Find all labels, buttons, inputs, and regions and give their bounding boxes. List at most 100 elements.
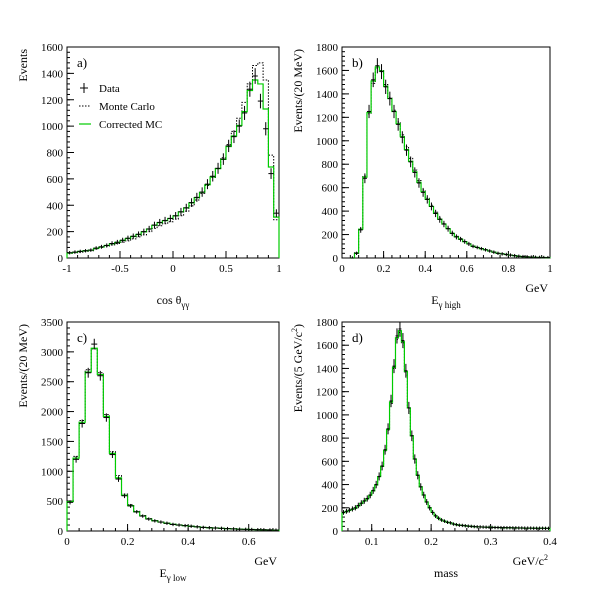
- data-point: [377, 472, 381, 481]
- y-tick-label: 500: [47, 496, 64, 508]
- y-tick-label: 2500: [41, 377, 64, 389]
- data-point: [400, 131, 405, 144]
- data-point: [496, 525, 500, 530]
- data-point: [475, 525, 479, 529]
- data-point: [526, 526, 530, 530]
- plot-frame: [66, 46, 280, 259]
- data-point: [103, 413, 110, 422]
- data-point: [466, 241, 471, 246]
- data-point: [248, 527, 255, 531]
- data-point: [434, 513, 438, 519]
- panel-3: 0 500 1000 1500 2000 2500 3000 3500 0 0.2 0.4 0.6 c)…: [16, 317, 280, 583]
- data-point: [425, 499, 429, 505]
- x-tick-label: 0.1: [365, 536, 379, 548]
- data-point: [483, 248, 488, 252]
- data-point: [408, 156, 413, 168]
- x-tick-label: 0.4: [418, 263, 432, 275]
- y-tick-label: 1200: [41, 95, 64, 107]
- data-point: [183, 203, 189, 213]
- data-point: [466, 524, 470, 528]
- data-point: [162, 216, 168, 224]
- data-point: [358, 226, 363, 233]
- y-tick-label: 200: [322, 503, 339, 515]
- data-point: [433, 209, 438, 218]
- data-point: [93, 246, 99, 250]
- data-point: [429, 202, 434, 211]
- data-point: [383, 79, 388, 95]
- x-tick-label: 0.2: [121, 536, 135, 548]
- data-point: [199, 187, 205, 197]
- data-point: [135, 231, 142, 238]
- data-point: [517, 526, 521, 530]
- data-point: [176, 523, 183, 527]
- data-point: [356, 502, 360, 509]
- data-point: [446, 520, 449, 524]
- panel-label: d): [352, 330, 363, 345]
- y-tick-label: 2000: [41, 407, 64, 419]
- data-point: [242, 527, 249, 531]
- data-point: [401, 333, 405, 349]
- data-point: [511, 526, 515, 530]
- x-tick-label: 0.8: [502, 263, 516, 275]
- data-point: [342, 510, 345, 515]
- data-point: [151, 221, 158, 229]
- data-point: [395, 328, 399, 344]
- data-point: [97, 370, 104, 381]
- data-point: [500, 252, 505, 256]
- data-point: [353, 505, 357, 511]
- data-point: [523, 526, 527, 530]
- data-point: [266, 528, 273, 531]
- data-point: [441, 220, 446, 228]
- data-point: [130, 233, 136, 239]
- data-point: [460, 523, 464, 528]
- data-point: [407, 401, 411, 414]
- y-tick-label: 0: [333, 253, 339, 265]
- data-point: [547, 526, 550, 531]
- data-point: [362, 173, 367, 184]
- y-axis-title: Events/(20 MeV): [291, 49, 305, 133]
- x-axis-unit: GeV/c2: [513, 553, 548, 568]
- data-point: [163, 521, 170, 525]
- data-point: [247, 81, 253, 97]
- data-point: [479, 246, 484, 251]
- y-tick-label: 1200: [316, 387, 339, 399]
- data-point: [383, 444, 387, 455]
- data-point: [121, 493, 128, 499]
- x-tick-label: 0.6: [242, 536, 256, 548]
- data-point: [484, 525, 488, 529]
- data-point: [398, 322, 402, 337]
- data-point: [469, 524, 473, 529]
- data-point: [505, 526, 509, 530]
- data-point: [273, 209, 279, 218]
- data-point: [470, 244, 476, 249]
- data-point: [529, 255, 534, 258]
- data-point: [85, 367, 92, 378]
- data-point: [157, 218, 163, 226]
- y-tick-label: 0: [58, 253, 64, 265]
- data-point: [428, 505, 432, 511]
- y-tick-label: 400: [47, 200, 64, 212]
- data-point: [114, 239, 120, 245]
- y-tick-label: 800: [322, 433, 339, 445]
- data-point: [104, 243, 110, 248]
- data-point: [151, 519, 158, 523]
- panel-label: c): [77, 330, 87, 345]
- y-tick-label: 600: [322, 456, 339, 468]
- data-point: [98, 244, 105, 249]
- y-tick-label: 3500: [41, 317, 64, 329]
- data-point: [520, 254, 526, 258]
- data-point: [416, 178, 422, 188]
- data-point: [544, 526, 548, 531]
- data-point: [412, 167, 417, 178]
- data-point: [529, 526, 533, 530]
- data-point: [350, 256, 355, 259]
- data-point: [516, 254, 521, 258]
- data-point: [204, 179, 211, 190]
- data-point: [72, 250, 78, 254]
- y-tick-label: 1000: [316, 136, 339, 148]
- x-tick-label: 0: [64, 536, 70, 548]
- x-tick-label: 0.3: [484, 536, 498, 548]
- data-point: [230, 527, 237, 531]
- data-point: [437, 215, 442, 223]
